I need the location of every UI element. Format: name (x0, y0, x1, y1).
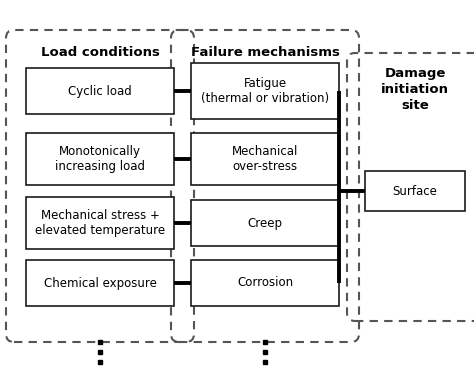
Text: Mechanical
over-stress: Mechanical over-stress (232, 145, 298, 173)
FancyBboxPatch shape (26, 68, 174, 114)
FancyBboxPatch shape (191, 63, 339, 119)
FancyBboxPatch shape (26, 133, 174, 185)
FancyBboxPatch shape (365, 171, 465, 211)
FancyBboxPatch shape (26, 197, 174, 249)
FancyBboxPatch shape (191, 133, 339, 185)
FancyBboxPatch shape (26, 260, 174, 306)
Text: Cyclic load: Cyclic load (68, 84, 132, 97)
Text: Damage
initiation
site: Damage initiation site (381, 67, 449, 112)
Text: Monotonically
increasing load: Monotonically increasing load (55, 145, 145, 173)
Text: Fatigue
(thermal or vibration): Fatigue (thermal or vibration) (201, 77, 329, 105)
Text: Load conditions: Load conditions (41, 45, 159, 58)
Text: Failure mechanisms: Failure mechanisms (191, 45, 339, 58)
Text: Corrosion: Corrosion (237, 276, 293, 289)
FancyBboxPatch shape (191, 260, 339, 306)
Text: Chemical exposure: Chemical exposure (44, 276, 156, 289)
Text: Surface: Surface (392, 185, 438, 198)
FancyBboxPatch shape (191, 200, 339, 246)
Text: Creep: Creep (247, 217, 283, 230)
Text: Mechanical stress +
elevated temperature: Mechanical stress + elevated temperature (35, 209, 165, 237)
